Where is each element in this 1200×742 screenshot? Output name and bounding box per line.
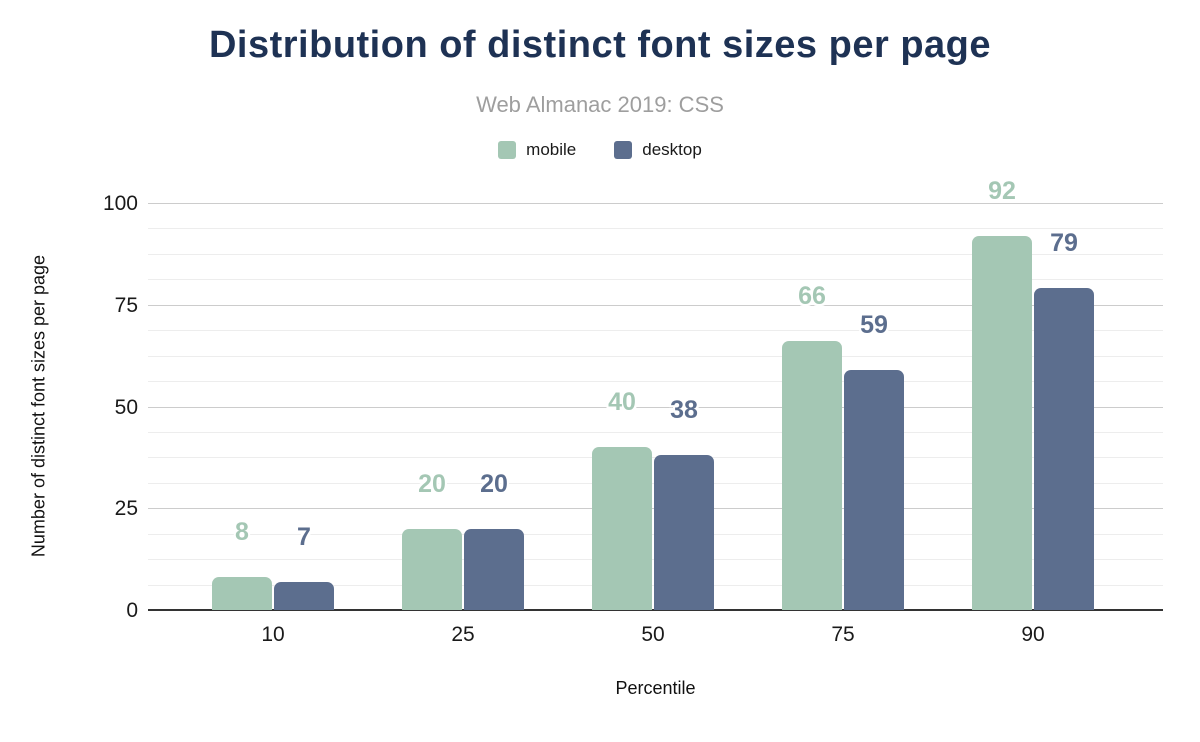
plot-area: 8 7 20 20 40 38 66 59 92 79 xyxy=(148,177,1163,611)
legend-item-mobile[interactable]: mobile xyxy=(498,140,576,160)
chart-title: Distribution of distinct font sizes per … xyxy=(208,24,992,66)
bar-desktop-p90[interactable] xyxy=(1034,288,1094,610)
bar-value-mobile-p75: 66 xyxy=(798,282,826,311)
legend-item-desktop[interactable]: desktop xyxy=(614,140,702,160)
bar-desktop-p50[interactable] xyxy=(654,455,714,610)
y-tick-label-50: 50 xyxy=(114,395,138,419)
bar-mobile-p75[interactable] xyxy=(782,341,842,610)
bar-value-mobile-p90: 92 xyxy=(988,176,1016,205)
legend-swatch-desktop xyxy=(614,141,633,159)
bar-value-desktop-p90: 79 xyxy=(1050,229,1078,258)
bar-value-mobile-p10: 8 xyxy=(235,518,249,547)
bar-value-desktop-p75: 59 xyxy=(860,310,888,339)
minor-gridline xyxy=(148,431,1163,433)
minor-gridline xyxy=(148,330,1163,332)
bar-desktop-p25[interactable] xyxy=(464,528,524,610)
major-gridline xyxy=(148,304,1163,306)
y-tick-label-100: 100 xyxy=(102,192,138,215)
bar-desktop-p75[interactable] xyxy=(844,369,904,610)
chart-subtitle: Web Almanac 2019: CSS xyxy=(476,92,724,117)
legend-swatch-mobile xyxy=(498,141,517,159)
legend-label: mobile xyxy=(526,140,577,159)
legend: mobile desktop xyxy=(0,140,1200,160)
minor-gridline xyxy=(148,228,1163,230)
x-tick-label-50: 50 xyxy=(641,623,665,646)
minor-gridline xyxy=(148,253,1163,255)
x-axis-baseline xyxy=(148,609,1163,611)
minor-gridline xyxy=(148,381,1163,383)
bar-value-desktop-p25: 20 xyxy=(480,469,508,498)
y-tick-label-0: 0 xyxy=(126,599,138,622)
bar-value-desktop-p50: 38 xyxy=(670,396,698,425)
x-tick-label-75: 75 xyxy=(831,623,855,646)
y-tick-label-75: 75 xyxy=(114,293,138,317)
legend-label: desktop xyxy=(642,140,702,159)
bar-value-mobile-p25: 20 xyxy=(418,469,446,498)
bar-value-mobile-p50: 40 xyxy=(608,388,636,417)
bar-mobile-p10[interactable] xyxy=(212,577,272,610)
x-tick-label-10: 10 xyxy=(261,623,285,646)
bar-desktop-p10[interactable] xyxy=(274,581,334,610)
bar-value-desktop-p10: 7 xyxy=(297,522,311,551)
major-gridline xyxy=(148,203,1163,204)
y-tick-label-25: 25 xyxy=(114,497,138,521)
major-gridline xyxy=(148,406,1163,408)
minor-gridline xyxy=(148,355,1163,357)
x-axis-title: Percentile xyxy=(615,678,696,698)
bar-mobile-p90[interactable] xyxy=(972,235,1032,610)
y-axis-title: Number of distinct font sizes per page xyxy=(28,254,49,558)
minor-gridline xyxy=(148,279,1163,281)
bar-mobile-p50[interactable] xyxy=(592,447,652,610)
bar-mobile-p25[interactable] xyxy=(402,528,462,610)
x-tick-label-90: 90 xyxy=(1021,623,1045,646)
x-tick-label-25: 25 xyxy=(451,623,475,646)
